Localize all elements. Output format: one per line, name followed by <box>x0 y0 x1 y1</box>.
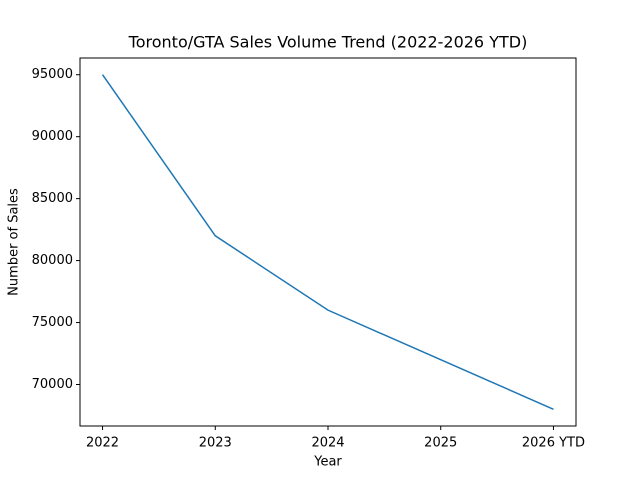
x-tick-label: 2026 YTD <box>522 436 585 451</box>
y-tick-label: 90000 <box>32 129 73 144</box>
y-tick-label: 70000 <box>32 377 73 392</box>
y-axis-label: Number of Sales <box>7 188 22 296</box>
data-line <box>101 74 554 410</box>
chart-title: Toronto/GTA Sales Volume Trend (2022-202… <box>128 33 528 52</box>
y-tick-label: 85000 <box>32 191 73 206</box>
x-tick-label: 2022 <box>86 436 119 451</box>
x-tick-label: 2023 <box>199 436 232 451</box>
y-tick-label: 75000 <box>32 315 73 330</box>
y-tick-label: 95000 <box>32 67 73 82</box>
y-tick-label: 80000 <box>32 253 73 268</box>
plot-frame <box>79 57 577 427</box>
x-tick-label: 2024 <box>311 436 344 451</box>
x-axis-label: Year <box>313 455 342 470</box>
x-tick-label: 2025 <box>424 436 457 451</box>
